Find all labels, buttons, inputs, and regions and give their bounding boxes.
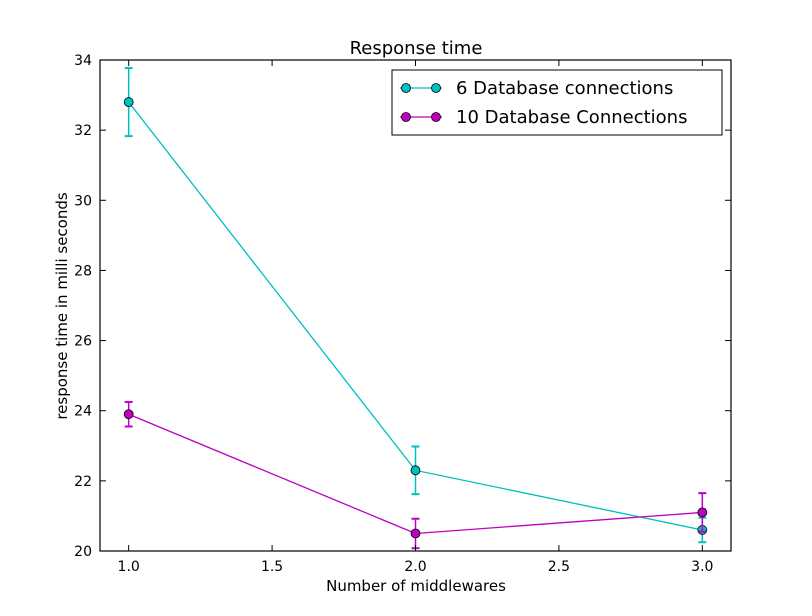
x-tick-label: 2.0 bbox=[404, 559, 426, 575]
chart-title: Response time bbox=[350, 38, 483, 59]
y-tick-label: 22 bbox=[74, 474, 92, 490]
y-tick-label: 26 bbox=[74, 334, 92, 350]
data-point bbox=[697, 507, 708, 518]
x-axis-label: Number of middlewares bbox=[326, 577, 506, 595]
data-point bbox=[123, 97, 134, 107]
legend-marker bbox=[431, 112, 441, 122]
plot-marks bbox=[123, 67, 708, 550]
y-tick-label: 24 bbox=[74, 404, 92, 420]
data-point bbox=[123, 409, 134, 420]
data-point bbox=[410, 528, 421, 539]
x-tick-label: 1.0 bbox=[118, 559, 140, 575]
legend-label: 10 Database Connections bbox=[456, 107, 687, 128]
legend-marker bbox=[401, 83, 411, 93]
x-tick-label: 3.0 bbox=[691, 559, 713, 575]
legend-marker bbox=[401, 112, 411, 122]
y-tick-label: 28 bbox=[74, 263, 92, 279]
legend-label: 6 Database connections bbox=[456, 78, 673, 99]
y-tick-label: 32 bbox=[74, 123, 92, 139]
axis-ticks: 1.0 1.5 2.0 2.5 3.0 20 22 24 26 28 30 32 34 bbox=[74, 53, 731, 575]
legend: 6 Database connections 10 Database Connec… bbox=[391, 69, 723, 136]
data-point bbox=[410, 465, 421, 476]
legend-box bbox=[391, 69, 723, 136]
x-tick-label: 1.5 bbox=[261, 559, 283, 575]
y-tick-label: 20 bbox=[74, 544, 92, 560]
y-tick-label: 30 bbox=[74, 193, 92, 209]
legend-marker bbox=[431, 83, 441, 93]
y-tick-label: 34 bbox=[74, 53, 92, 69]
x-tick-label: 2.5 bbox=[548, 559, 570, 575]
y-axis-label: response time in milli seconds bbox=[53, 192, 71, 420]
